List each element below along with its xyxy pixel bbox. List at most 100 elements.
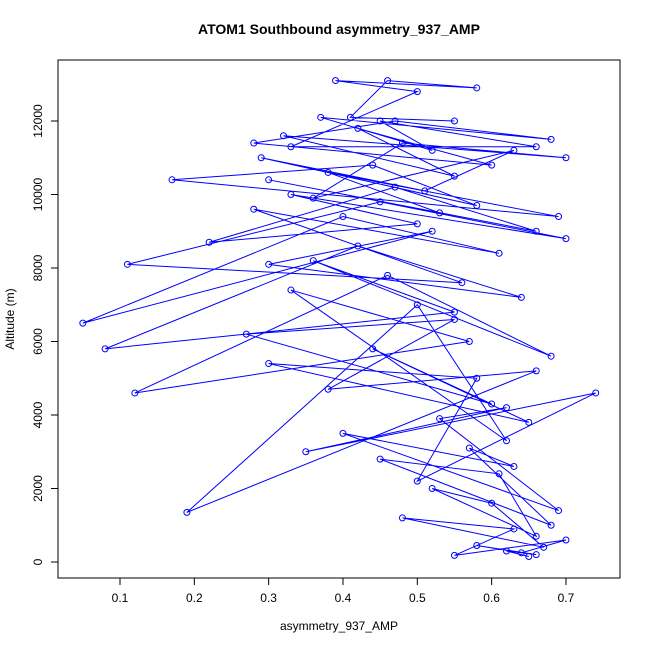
data-point — [450, 117, 458, 125]
x-axis-label: asymmetry_937_AMP — [280, 619, 398, 633]
data-point — [488, 400, 496, 408]
data-point — [421, 187, 429, 195]
data-point — [540, 543, 548, 551]
data-point — [369, 345, 377, 353]
data-point — [562, 536, 570, 544]
data-point — [123, 260, 131, 268]
data-point — [428, 485, 436, 493]
chart-title: ATOM1 Southbound asymmetry_937_AMP — [198, 21, 480, 37]
data-point — [428, 146, 436, 154]
data-point — [384, 77, 392, 85]
data-point — [369, 161, 377, 169]
data-point — [280, 132, 288, 140]
data-point — [242, 330, 250, 338]
data-point — [376, 117, 384, 125]
data-point — [183, 508, 191, 516]
data-point — [265, 176, 273, 184]
data-point — [324, 385, 332, 393]
data-point — [473, 374, 481, 382]
data-point — [495, 249, 503, 257]
data-point — [502, 547, 510, 555]
data-point — [562, 235, 570, 243]
data-point — [257, 154, 265, 162]
y-tick-label: 6000 — [31, 328, 45, 355]
data-point — [317, 113, 325, 121]
x-tick-label: 0.3 — [260, 591, 277, 605]
y-tick-label: 10000 — [31, 177, 45, 211]
data-point — [458, 279, 466, 287]
data-point — [465, 444, 473, 452]
data-point — [555, 213, 563, 221]
data-point — [436, 209, 444, 217]
data-point — [436, 415, 444, 423]
x-tick-label: 0.7 — [558, 591, 575, 605]
x-tick-label: 0.6 — [483, 591, 500, 605]
data-point — [465, 338, 473, 346]
y-tick-label: 0 — [31, 558, 45, 565]
data-point — [354, 124, 362, 132]
x-tick-label: 0.4 — [335, 591, 352, 605]
data-point — [339, 429, 347, 437]
y-tick-label: 12000 — [31, 104, 45, 138]
data-point — [517, 293, 525, 301]
data-point — [510, 525, 518, 533]
data-point — [168, 176, 176, 184]
data-point — [376, 455, 384, 463]
data-point — [547, 352, 555, 360]
data-point — [79, 319, 87, 327]
data-point — [495, 470, 503, 478]
data-point — [532, 551, 540, 559]
data-point — [473, 202, 481, 210]
data-point — [502, 404, 510, 412]
data-point — [488, 161, 496, 169]
data-point — [413, 477, 421, 485]
data-point — [287, 286, 295, 294]
data-point — [391, 183, 399, 191]
y-tick-label: 4000 — [31, 401, 45, 428]
data-point — [532, 143, 540, 151]
data-point — [450, 308, 458, 316]
data-point — [101, 345, 109, 353]
data-point — [473, 84, 481, 92]
x-tick-label: 0.1 — [112, 591, 129, 605]
x-tick-label: 0.5 — [409, 591, 426, 605]
data-point — [510, 146, 518, 154]
y-tick-label: 8000 — [31, 254, 45, 281]
data-point — [450, 551, 458, 559]
data-point — [413, 301, 421, 309]
data-point — [450, 315, 458, 323]
data-point — [532, 532, 540, 540]
data-point — [488, 499, 496, 507]
y-axis-label: Altitude (m) — [3, 288, 17, 349]
data-point — [525, 418, 533, 426]
data-point — [131, 389, 139, 397]
data-point — [391, 117, 399, 125]
data-point — [592, 389, 600, 397]
data-point — [532, 227, 540, 235]
data-point — [354, 242, 362, 250]
data-point — [287, 191, 295, 199]
data-point — [287, 143, 295, 151]
data-point — [547, 135, 555, 143]
data-point — [413, 220, 421, 228]
data-point — [532, 367, 540, 375]
data-point — [428, 227, 436, 235]
data-point — [562, 154, 570, 162]
data-point — [376, 198, 384, 206]
data-point — [339, 213, 347, 221]
data-point — [502, 437, 510, 445]
data-point — [384, 271, 392, 279]
data-point — [250, 205, 258, 213]
data-point — [324, 168, 332, 176]
data-point — [205, 238, 213, 246]
data-line — [82, 80, 596, 557]
data-point — [398, 514, 406, 522]
data-point — [302, 448, 310, 456]
data-point — [547, 521, 555, 529]
data-point — [510, 462, 518, 470]
data-point — [398, 139, 406, 147]
data-point — [525, 553, 533, 561]
